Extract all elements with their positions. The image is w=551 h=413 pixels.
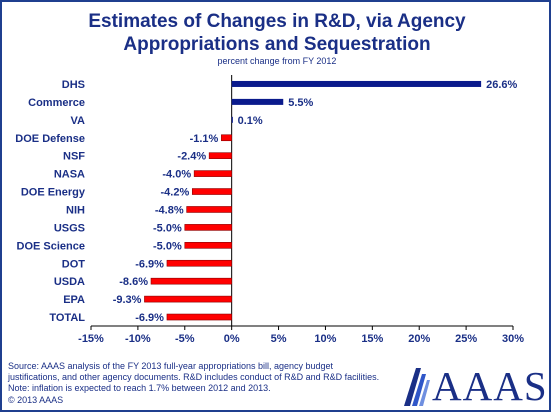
x-tick-label: -10%: [125, 333, 151, 345]
source-note: Source: AAAS analysis of the FY 2013 ful…: [8, 361, 413, 406]
aaas-logo: AAAS: [402, 364, 550, 408]
data-label: -2.4%: [177, 151, 206, 163]
category-label: NSF: [63, 151, 85, 163]
category-label: USDA: [54, 276, 85, 288]
bar-dot: [166, 259, 232, 267]
x-tick-label: 0%: [224, 333, 240, 345]
data-label: -6.9%: [135, 258, 164, 270]
source-note-line4: © 2013 AAAS: [8, 394, 64, 405]
data-label: -5.0%: [153, 240, 182, 252]
category-label: DHS: [62, 79, 85, 91]
data-label: 0.1%: [238, 115, 263, 127]
x-tick-label: 20%: [408, 333, 430, 345]
bar-nsf: [208, 152, 232, 159]
category-label: DOE Science: [17, 240, 85, 252]
aaas-logo-mark-icon: [404, 368, 430, 406]
source-note-line1: Source: AAAS analysis of the FY 2013 ful…: [8, 361, 334, 371]
chart-subtitle: percent change from FY 2012: [218, 56, 337, 66]
chart-title-line2: Appropriations and Sequestration: [123, 34, 430, 55]
data-label: -9.3%: [113, 294, 142, 306]
category-label: Commerce: [28, 97, 85, 109]
data-label: -8.6%: [119, 276, 148, 288]
data-label: -4.0%: [162, 169, 191, 181]
x-tick-label: -15%: [78, 333, 104, 345]
category-label: DOE Defense: [15, 133, 85, 145]
category-label: TOTAL: [49, 312, 85, 324]
bar-commerce: [231, 98, 284, 105]
data-label: -4.8%: [155, 204, 184, 216]
data-label: 26.6%: [486, 79, 517, 91]
data-label: 5.5%: [288, 97, 313, 109]
bar-dhs: [231, 80, 482, 87]
category-label: EPA: [63, 294, 85, 306]
data-label: -4.2%: [161, 187, 190, 199]
bar-epa: [144, 295, 232, 303]
plot-area: -15% -10% -5% 0% 5% 10% 15% 20% 25% 30% DHS 26.6% Co…: [15, 75, 524, 345]
category-label: DOE Energy: [21, 187, 86, 199]
x-tick-label: 5%: [271, 333, 287, 345]
x-tick-label: -5%: [175, 333, 195, 345]
bar-doe-energy: [191, 188, 232, 195]
x-tick-label: 10%: [314, 333, 336, 345]
x-tick-label: 25%: [455, 333, 477, 345]
x-tick-label: 30%: [502, 333, 524, 345]
bar-doe-defense: [221, 134, 232, 142]
bar-nasa: [193, 170, 232, 177]
source-note-line2: justifications, and other agency documen…: [8, 372, 380, 383]
bar-usgs: [184, 224, 232, 231]
data-label: -1.1%: [190, 133, 219, 145]
bar-usda: [150, 277, 232, 285]
data-label: -5.0%: [153, 222, 182, 234]
category-label: DOT: [62, 258, 86, 270]
chart-title-line1: Estimates of Changes in R&D, via Agency: [88, 11, 466, 32]
source-note-line3: Note: inflation is expected to reach 1.7…: [8, 383, 271, 394]
x-tick-label: 15%: [361, 333, 383, 345]
bar-doe-science: [184, 242, 232, 249]
bar-nih: [186, 206, 232, 213]
category-label: USGS: [54, 222, 85, 234]
category-label: NASA: [54, 169, 85, 181]
category-label: NIH: [66, 204, 85, 216]
data-label: -6.9%: [135, 312, 164, 324]
bar-total: [166, 313, 232, 321]
category-label: VA: [71, 115, 86, 127]
aaas-logo-text: AAAS: [432, 363, 548, 409]
bar-va: [231, 116, 233, 123]
